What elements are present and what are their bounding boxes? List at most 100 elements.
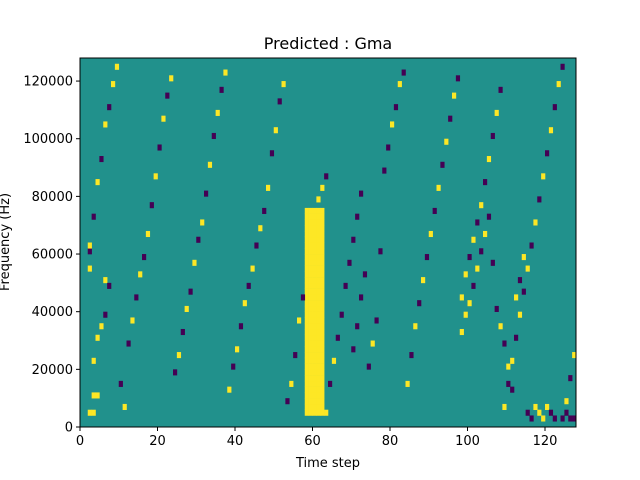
heatmap-cell xyxy=(560,63,565,70)
heatmap-cell xyxy=(386,144,391,151)
heatmap-cell xyxy=(316,392,321,399)
heatmap-cell xyxy=(312,328,317,336)
heatmap-cell xyxy=(312,380,317,387)
heatmap-cell xyxy=(304,219,309,226)
heatmap-cell xyxy=(308,340,313,347)
heatmap-cell xyxy=(95,392,100,399)
heatmap-cell xyxy=(91,392,96,399)
heatmap-cell xyxy=(498,323,503,330)
heatmap-cell xyxy=(285,398,290,405)
heatmap-cell xyxy=(343,282,348,289)
heatmap-cell xyxy=(320,248,325,255)
heatmap-cell xyxy=(304,334,309,341)
heatmap-cell xyxy=(180,328,185,336)
x-tick-label: 40 xyxy=(227,434,244,449)
heatmap-cell xyxy=(525,265,530,272)
heatmap-cell xyxy=(316,357,321,364)
heatmap-cell xyxy=(304,288,309,295)
heatmap-cell xyxy=(107,104,112,111)
heatmap-cell xyxy=(351,236,356,243)
heatmap-cell xyxy=(316,265,321,272)
heatmap-cell xyxy=(312,259,317,266)
heatmap-cell xyxy=(378,248,383,255)
heatmap-cell xyxy=(312,346,317,353)
y-tick-label: 0 xyxy=(65,421,73,436)
plot-area xyxy=(80,58,577,427)
y-tick-label: 40000 xyxy=(32,305,73,320)
heatmap-cell xyxy=(494,109,499,116)
heatmap-cell xyxy=(266,184,271,191)
heatmap-cell xyxy=(134,294,139,301)
heatmap-cell xyxy=(506,363,511,370)
heatmap-cell xyxy=(316,398,321,405)
heatmap-cell xyxy=(510,386,515,393)
heatmap-cell xyxy=(529,242,534,249)
heatmap-cell xyxy=(87,265,92,272)
heatmap-cell xyxy=(138,271,143,278)
x-tick-label: 20 xyxy=(149,434,166,449)
heatmap-cell xyxy=(304,328,309,336)
heatmap-cell xyxy=(320,259,325,266)
heatmap-cell xyxy=(564,398,569,405)
heatmap-cell xyxy=(308,328,313,336)
heatmap-cell xyxy=(316,271,321,278)
heatmap-cell xyxy=(289,380,294,387)
heatmap-cell xyxy=(521,288,526,295)
heatmap-cell xyxy=(161,115,166,122)
heatmap-cell xyxy=(475,265,480,272)
heatmap-cell xyxy=(479,202,484,209)
heatmap-cell xyxy=(510,357,515,364)
heatmap-cell xyxy=(304,409,309,416)
heatmap-cell xyxy=(114,63,120,70)
heatmap-cell xyxy=(328,380,333,387)
heatmap-cell xyxy=(304,230,309,238)
heatmap-cell xyxy=(211,132,216,140)
heatmap-cell xyxy=(308,236,313,243)
heatmap-cell xyxy=(552,104,557,111)
heatmap-cell xyxy=(316,328,321,336)
heatmap-cell xyxy=(188,288,193,295)
heatmap-cell xyxy=(316,352,321,359)
heatmap-cell xyxy=(331,357,337,364)
heatmap-cell xyxy=(312,288,317,295)
heatmap-cell xyxy=(312,369,317,376)
heatmap-cell xyxy=(304,271,309,278)
y-tick-label: 20000 xyxy=(32,363,73,378)
heatmap-cell xyxy=(324,409,329,416)
heatmap-cell xyxy=(304,311,309,318)
heatmap-cell xyxy=(304,265,309,272)
heatmap-cell xyxy=(107,282,112,289)
y-tick-label: 60000 xyxy=(32,248,73,263)
heatmap-cell xyxy=(316,375,321,382)
heatmap-cell xyxy=(320,357,325,364)
heatmap-cell xyxy=(494,305,499,312)
heatmap-cell xyxy=(304,323,309,330)
heatmap-cell xyxy=(312,305,317,312)
heatmap-cell xyxy=(308,403,313,411)
heatmap-cell xyxy=(502,340,507,347)
heatmap-cell xyxy=(459,328,464,336)
heatmap-cell xyxy=(362,271,368,278)
heatmap-cell xyxy=(320,236,325,243)
heatmap-cell xyxy=(486,213,492,220)
heatmap-cell xyxy=(308,323,313,330)
heatmap-cell xyxy=(467,254,472,261)
heatmap-cell xyxy=(312,213,317,220)
heatmap-cell xyxy=(417,300,422,307)
heatmap-cell xyxy=(483,230,488,238)
heatmap-cell xyxy=(572,415,577,422)
heatmap-cell xyxy=(308,282,313,289)
heatmap-cell xyxy=(568,375,573,382)
heatmap-cell xyxy=(316,196,321,203)
heatmap-cell xyxy=(320,219,325,226)
heatmap-cell xyxy=(316,323,321,330)
heatmap-cell xyxy=(517,277,523,284)
heatmap-cell xyxy=(390,121,395,128)
heatmap-cell xyxy=(320,369,325,376)
heatmap-cell xyxy=(548,409,554,416)
heatmap-cell xyxy=(316,346,321,353)
heatmap-cell xyxy=(312,392,317,399)
heatmap-cell xyxy=(320,409,325,416)
heatmap-cell xyxy=(308,225,313,232)
heatmap-cell xyxy=(316,242,321,249)
